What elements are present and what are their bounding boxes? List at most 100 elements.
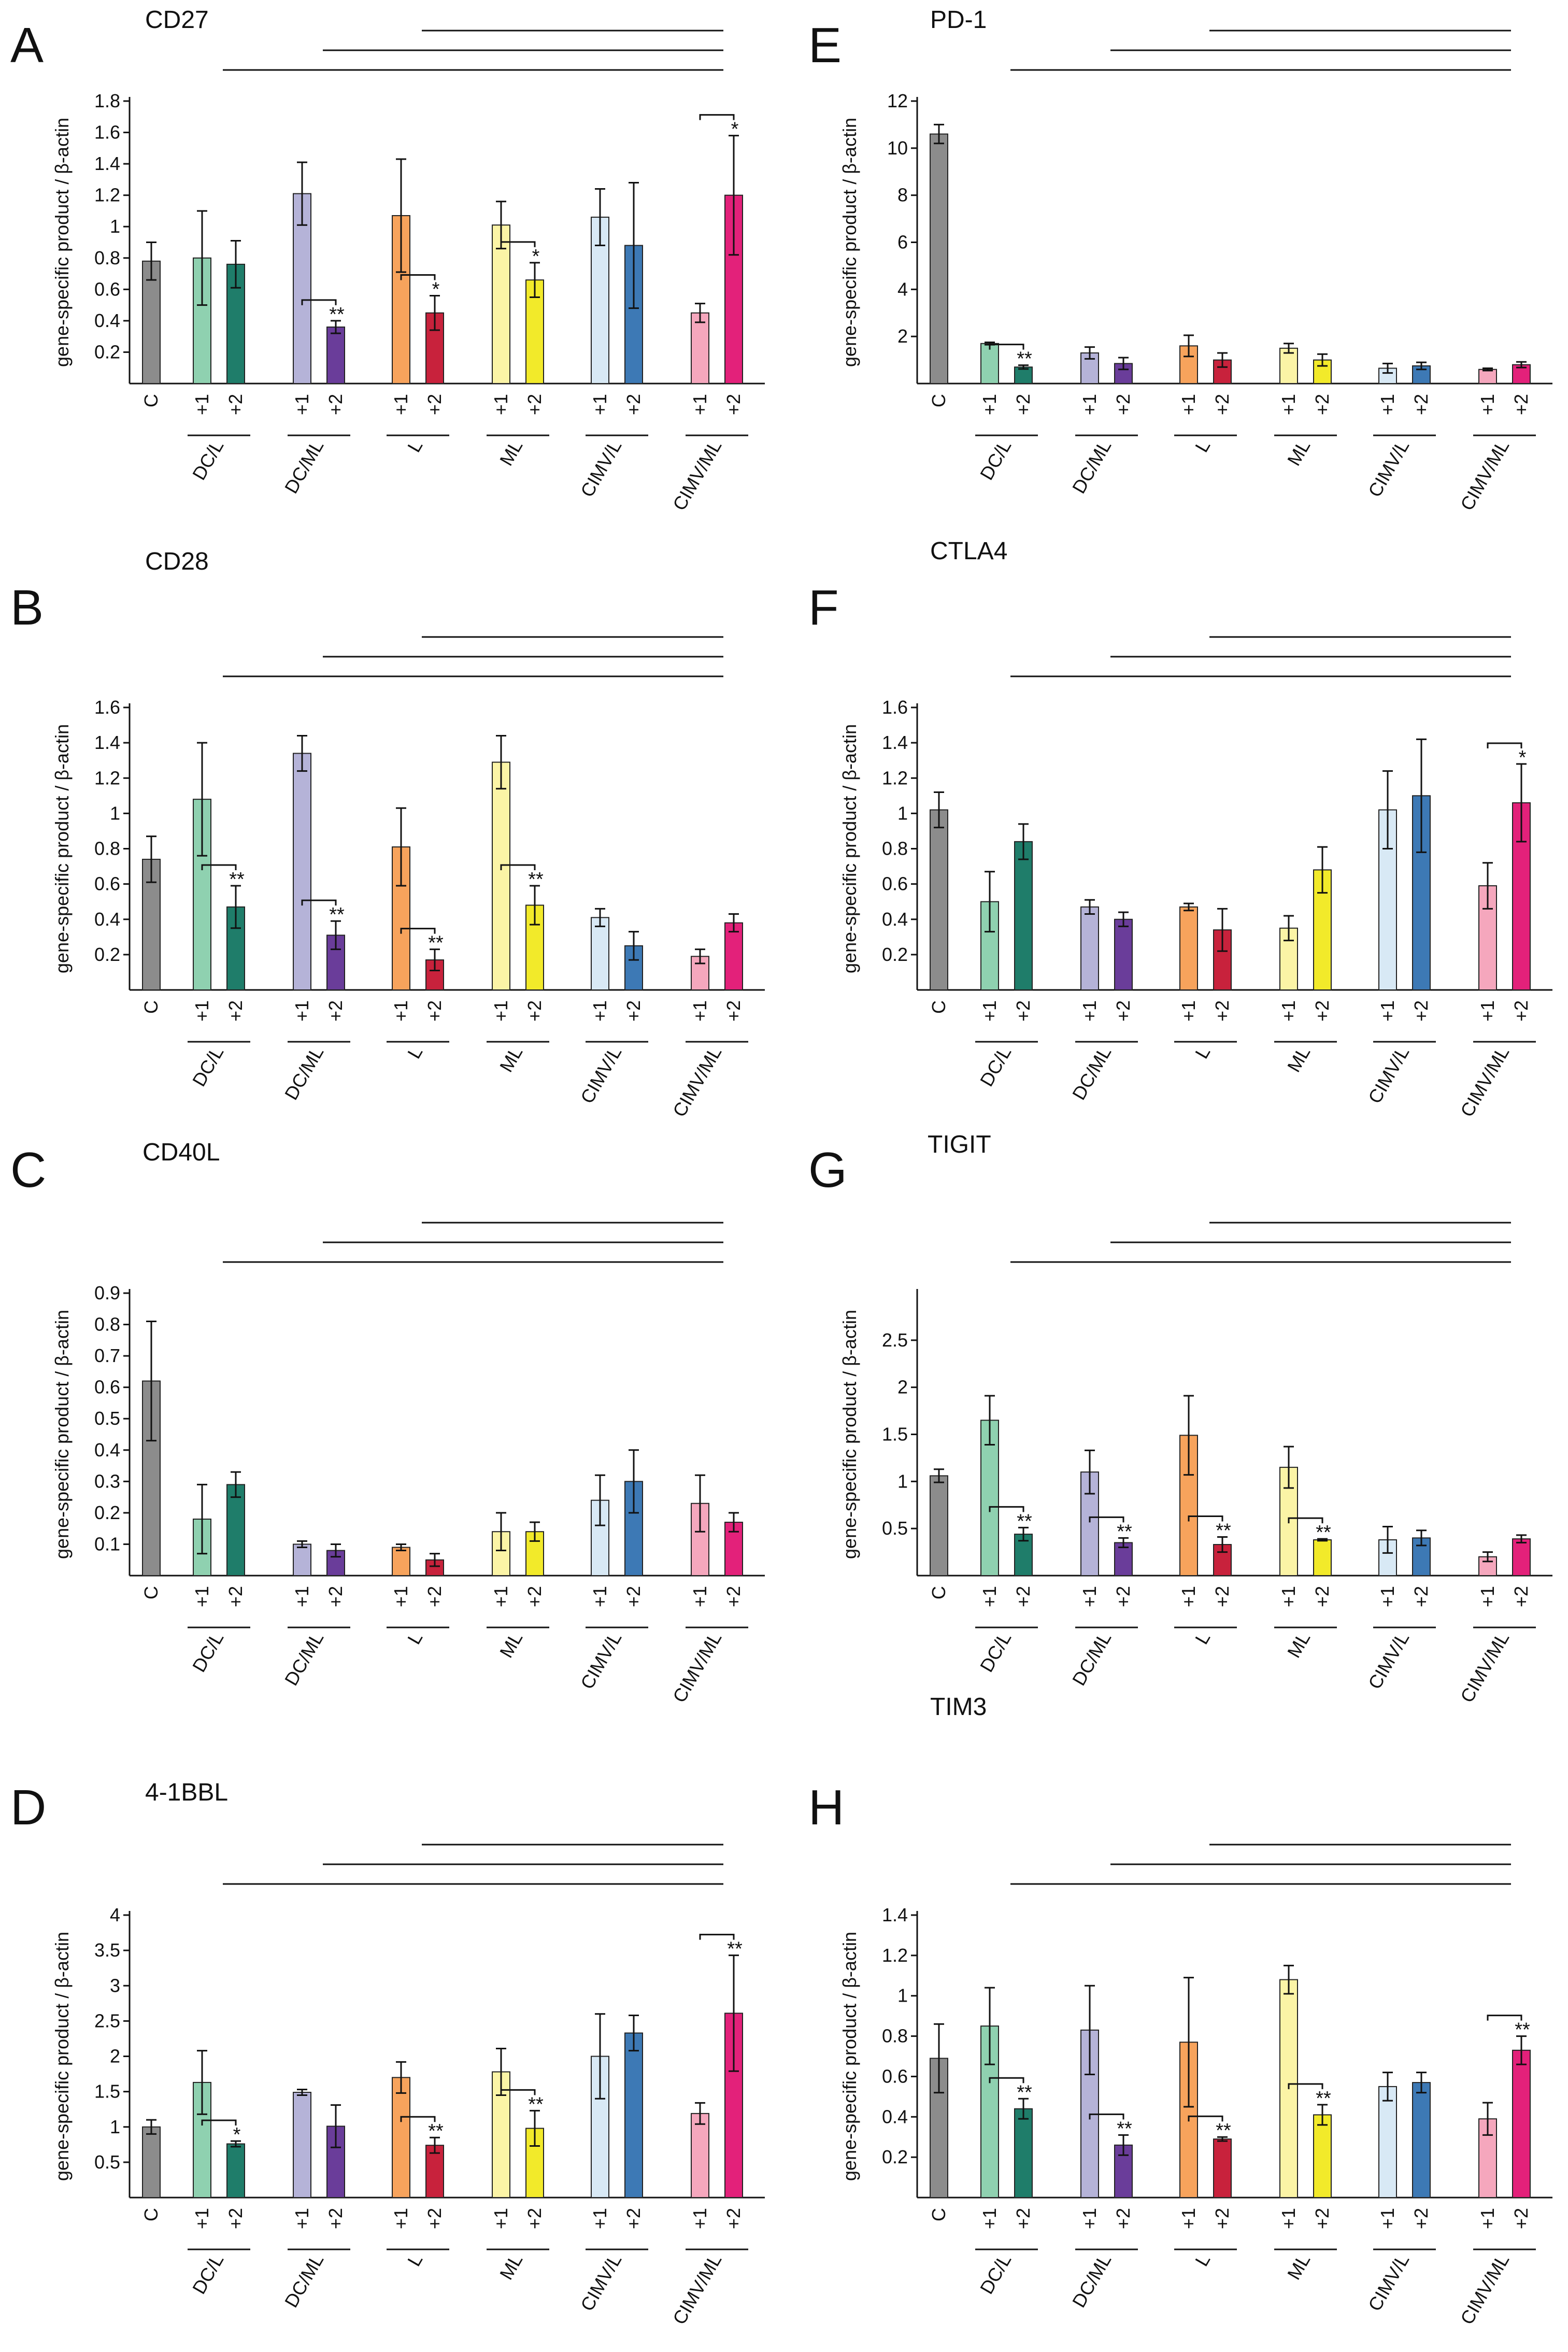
bar bbox=[1014, 841, 1033, 990]
x-tick-label: +1 bbox=[1278, 1000, 1299, 1022]
y-tick-label: 1.2 bbox=[882, 767, 908, 788]
bar bbox=[226, 2143, 245, 2199]
group-label: DC/ML bbox=[280, 1043, 328, 1104]
group-label: CIMV/L bbox=[1364, 2250, 1414, 2315]
group-label: CIMV/ML bbox=[1456, 1043, 1514, 1121]
x-tick-label: +2 bbox=[1113, 2208, 1134, 2229]
x-tick-label: +1 bbox=[1377, 1586, 1398, 1607]
x-tick-label: C bbox=[140, 2208, 162, 2221]
y-tick-label: 6 bbox=[897, 232, 908, 253]
significance-star: ** bbox=[329, 304, 345, 325]
y-tick-label: 0.2 bbox=[882, 944, 908, 965]
significance-star: * bbox=[233, 2124, 241, 2146]
group-label: ML bbox=[495, 436, 527, 470]
x-tick-label: +1 bbox=[689, 1586, 710, 1607]
significance-star: ** bbox=[329, 904, 345, 926]
group-label: ML bbox=[1283, 1628, 1315, 1662]
x-tick-label: C bbox=[140, 1000, 162, 1014]
y-tick-label: 0.8 bbox=[94, 838, 120, 859]
panel-letter: B bbox=[10, 580, 44, 635]
panel-letter: H bbox=[808, 1780, 845, 1835]
group-label: CIMV/L bbox=[1364, 1628, 1414, 1693]
x-tick-label: +2 bbox=[1013, 394, 1034, 415]
y-axis-label: gene-specific product / β-actin bbox=[51, 118, 73, 367]
y-tick-label: 0.1 bbox=[94, 1533, 120, 1554]
x-tick-label: +1 bbox=[1477, 1586, 1498, 1607]
bar bbox=[1279, 927, 1298, 990]
x-tick-label: +1 bbox=[1079, 394, 1100, 415]
bar bbox=[980, 343, 999, 385]
x-tick-label: +2 bbox=[424, 1586, 445, 1607]
panel-letter: F bbox=[808, 580, 839, 635]
significance-star: ** bbox=[1017, 348, 1032, 370]
y-tick-label: 0.2 bbox=[94, 341, 120, 362]
x-tick-label: +1 bbox=[1178, 394, 1199, 415]
x-tick-label: +1 bbox=[979, 394, 1000, 415]
y-tick-label: 1.4 bbox=[94, 153, 120, 174]
y-tick-label: 8 bbox=[897, 185, 908, 206]
x-tick-label: +2 bbox=[1013, 1000, 1034, 1022]
x-tick-label: +1 bbox=[1178, 1586, 1199, 1607]
x-tick-label: +1 bbox=[390, 1000, 411, 1022]
x-tick-label: +2 bbox=[325, 1000, 346, 1022]
x-tick-label: +1 bbox=[291, 394, 312, 415]
y-axis-label: gene-specific product / β-actin bbox=[839, 118, 860, 367]
x-tick-label: +2 bbox=[1410, 394, 1432, 415]
y-tick-label: 0.4 bbox=[94, 909, 120, 930]
significance-star: * bbox=[532, 246, 540, 267]
x-tick-label: +2 bbox=[1211, 2208, 1233, 2229]
panel-h: H TIM3 gene-specific product / β-actin 0.… bbox=[777, 1695, 1568, 2352]
bar bbox=[293, 1543, 311, 1577]
group-label: ML bbox=[1283, 1043, 1315, 1076]
significance-bracket bbox=[400, 274, 436, 280]
y-axis-label: gene-specific product / β-actin bbox=[839, 1310, 860, 1559]
significance-star: * bbox=[1519, 747, 1527, 769]
y-tick-label: 1.6 bbox=[94, 697, 120, 718]
group-label: DC/ML bbox=[1068, 2250, 1116, 2312]
panel-title: TIM3 bbox=[930, 1693, 987, 1721]
bar bbox=[492, 761, 510, 990]
chart-b: gene-specific product / β-actin 0.2 0.4 0.6… bbox=[51, 636, 765, 1121]
bar bbox=[1378, 2086, 1397, 2199]
significance-star: ** bbox=[1216, 2120, 1231, 2142]
y-tick-label: 3.5 bbox=[94, 1939, 120, 1961]
panel-title: CTLA4 bbox=[930, 537, 1008, 565]
bar bbox=[624, 2032, 643, 2198]
x-tick-label: +1 bbox=[589, 1000, 610, 1022]
y-tick-label: 2 bbox=[897, 325, 908, 347]
bar bbox=[930, 809, 948, 990]
group-label: ML bbox=[1283, 2250, 1315, 2284]
panel-letter: A bbox=[10, 18, 44, 73]
chart-e: gene-specific product / β-actin 2 4 6 8 10 12 C… bbox=[839, 30, 1552, 514]
x-tick-label: +1 bbox=[689, 2208, 710, 2229]
y-tick-label: 4 bbox=[897, 278, 908, 300]
panel-b: B CD28 gene-specific product / β-actin 0.… bbox=[0, 518, 777, 1121]
panel-letter: D bbox=[10, 1780, 47, 1835]
y-tick-label: 0.4 bbox=[94, 1439, 120, 1461]
panel-title: 4-1BBL bbox=[145, 1779, 229, 1806]
x-tick-label: +2 bbox=[723, 1586, 744, 1607]
group-label: DC/L bbox=[976, 1043, 1016, 1090]
x-tick-label: +2 bbox=[225, 394, 246, 415]
x-tick-label: +2 bbox=[1510, 1000, 1532, 1022]
x-tick-label: +2 bbox=[1312, 1586, 1333, 1607]
bar bbox=[1179, 906, 1198, 990]
bar bbox=[1213, 2138, 1232, 2198]
y-tick-label: 1.5 bbox=[882, 1424, 908, 1445]
x-tick-label: +1 bbox=[390, 2208, 411, 2229]
x-tick-label: C bbox=[140, 1586, 162, 1599]
x-tick-label: +2 bbox=[424, 394, 445, 415]
x-tick-label: +2 bbox=[1013, 2208, 1034, 2229]
y-tick-label: 0.5 bbox=[94, 1408, 120, 1429]
y-tick-label: 3 bbox=[110, 1975, 120, 1996]
y-tick-label: 1.2 bbox=[94, 185, 120, 206]
significance-bracket bbox=[1188, 1515, 1223, 1522]
group-label: CIMV/L bbox=[1364, 1043, 1414, 1107]
significance-star: ** bbox=[528, 2093, 544, 2115]
group-label: DC/L bbox=[188, 436, 228, 484]
x-tick-label: +1 bbox=[1278, 1586, 1299, 1607]
group-label: DC/ML bbox=[1068, 436, 1116, 498]
panel-c: C CD40L gene-specific product / β-actin 0… bbox=[0, 1114, 777, 1706]
bar bbox=[1080, 906, 1099, 990]
bar bbox=[1313, 2114, 1332, 2199]
